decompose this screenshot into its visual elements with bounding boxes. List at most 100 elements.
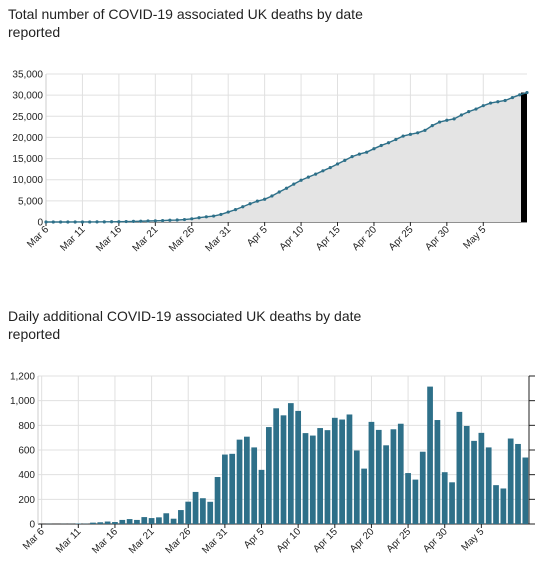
data-point (430, 124, 434, 128)
data-point (306, 175, 310, 179)
data-bar (522, 457, 529, 524)
data-point (488, 101, 493, 105)
data-point (44, 220, 48, 224)
data-point (467, 110, 471, 114)
x-tick-label: Apr 5 (245, 224, 270, 249)
data-point (423, 128, 427, 132)
data-point (394, 137, 398, 142)
data-bar (390, 429, 397, 524)
data-point (445, 118, 449, 122)
data-point (321, 169, 325, 173)
x-tick-label: Mar 16 (94, 224, 124, 254)
data-bar (375, 429, 382, 524)
data-bar (104, 521, 111, 524)
data-bar (244, 436, 250, 524)
data-bar (500, 488, 507, 524)
data-point (58, 220, 63, 224)
data-bar (309, 435, 316, 524)
x-tick-label: Apr 15 (311, 526, 340, 555)
data-point (190, 217, 194, 221)
data-point (343, 158, 347, 162)
data-point (131, 219, 136, 223)
data-point (182, 217, 187, 222)
x-tick-label: Mar 26 (164, 526, 194, 556)
x-tick-label: Apr 20 (350, 224, 379, 253)
data-point (416, 131, 420, 135)
y-tick-label: 25,000 (12, 112, 43, 123)
data-bar (346, 414, 353, 524)
data-point (437, 120, 442, 124)
data-bar (331, 417, 338, 524)
data-point (219, 212, 223, 217)
data-bar (178, 510, 184, 524)
data-bar (456, 411, 463, 524)
data-bar (207, 501, 214, 524)
data-bar (222, 454, 228, 524)
data-bar (324, 430, 331, 524)
data-point (66, 220, 70, 224)
data-bar (449, 482, 455, 524)
data-point (168, 218, 172, 222)
data-bar (419, 451, 426, 524)
area-fill (46, 92, 527, 222)
data-point (314, 172, 318, 176)
data-point (263, 197, 267, 201)
data-bar (112, 522, 118, 524)
data-bar (485, 447, 492, 524)
x-tick-label: Mar 6 (21, 526, 47, 552)
data-bar (97, 522, 104, 524)
x-tick-label: Mar 21 (127, 526, 157, 556)
x-tick-label: Mar 6 (25, 224, 51, 250)
data-point (518, 93, 522, 97)
daily-deaths-chart: 0 200 400 600 800 1,000 1,200 Mar 6 Mar 11 Mar 16… (10, 372, 535, 556)
data-point (350, 155, 354, 159)
data-bar (90, 522, 96, 524)
chart-title-cumulative: Total number of COVID-19 associated UK d… (8, 6, 363, 40)
data-bar (126, 519, 133, 524)
data-point (496, 100, 500, 104)
y-tick-label: 600 (18, 446, 35, 457)
x-tick-label: Apr 30 (423, 224, 452, 253)
data-bar (478, 432, 485, 524)
data-point (292, 182, 296, 186)
data-bar (170, 518, 177, 524)
x-tick-label: Apr 25 (387, 224, 416, 253)
y-tick-label: 15,000 (12, 154, 43, 165)
data-point (139, 219, 143, 223)
data-point (255, 199, 259, 203)
data-point (510, 95, 515, 100)
data-bar (317, 428, 323, 524)
data-bar (383, 445, 389, 524)
y-tick-label: 400 (18, 470, 35, 481)
y-tick-label: 20,000 (12, 133, 43, 144)
data-point (386, 141, 391, 145)
data-point (474, 107, 478, 111)
data-point (117, 220, 121, 224)
data-point (372, 147, 376, 151)
data-point (503, 98, 507, 103)
data-point (153, 219, 157, 223)
data-point (212, 214, 216, 218)
x-tick-label: May 5 (461, 224, 488, 251)
data-point (328, 165, 332, 170)
x-tick-label: Apr 10 (275, 526, 304, 555)
x-tick-label: Mar 26 (167, 224, 197, 254)
data-bar (405, 473, 411, 524)
data-bar (302, 433, 309, 524)
data-bar (507, 438, 514, 524)
data-point (175, 218, 179, 222)
data-bar (368, 421, 375, 524)
data-bar (236, 439, 243, 524)
data-bar (229, 453, 236, 524)
x-tick-label: Mar 31 (200, 526, 230, 556)
data-point (248, 202, 252, 206)
data-bar (141, 517, 148, 524)
data-bar (185, 501, 192, 524)
y-tick-label: 800 (18, 421, 35, 432)
data-point (102, 220, 106, 224)
cumulative-deaths-chart: 0 5,000 10,000 15,000 20,000 25,000 30,000 35,0… (12, 70, 529, 254)
y-tick-label: 10,000 (12, 175, 43, 186)
data-point (51, 220, 55, 224)
latest-value-highlight (521, 92, 527, 222)
data-point (270, 194, 274, 198)
